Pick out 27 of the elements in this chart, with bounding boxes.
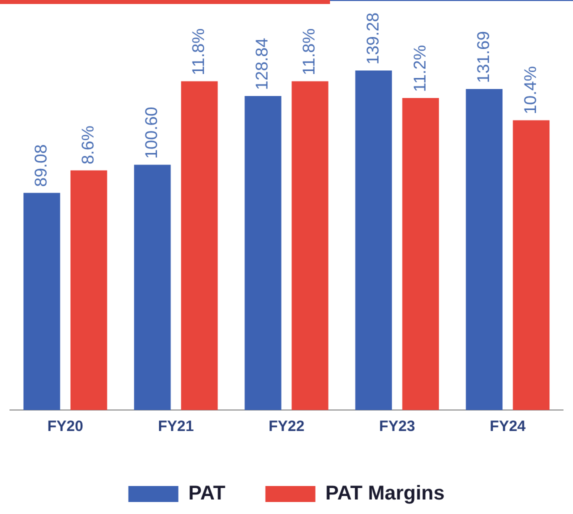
legend-label: PAT (188, 482, 226, 505)
x-tick-label: FY24 (490, 418, 526, 436)
data-label: 100.60 (142, 106, 162, 159)
x-tick-label: FY22 (268, 418, 304, 436)
data-label: 89.08 (31, 144, 50, 187)
data-label: 11.2% (410, 45, 430, 92)
bar (466, 89, 503, 410)
bar (23, 192, 60, 410)
legend-label: PAT Margins (325, 482, 445, 505)
x-tick-label: FY21 (158, 418, 194, 436)
bar (402, 98, 439, 410)
bar (70, 170, 108, 410)
x-tick-label: FY20 (47, 418, 84, 436)
bar (512, 120, 550, 410)
data-label: 139.28 (363, 12, 382, 65)
data-label: 11.8% (300, 28, 319, 76)
bar (292, 81, 328, 410)
bar (181, 81, 218, 410)
data-label: 10.4% (520, 66, 540, 114)
bar (355, 70, 392, 410)
data-label: 128.84 (252, 38, 272, 90)
x-tick-label: FY23 (379, 418, 416, 436)
data-label: 8.6% (78, 126, 98, 164)
bar (244, 96, 282, 410)
data-label: 131.69 (474, 31, 493, 84)
data-label: 11.8% (189, 28, 208, 76)
bar (134, 164, 171, 410)
